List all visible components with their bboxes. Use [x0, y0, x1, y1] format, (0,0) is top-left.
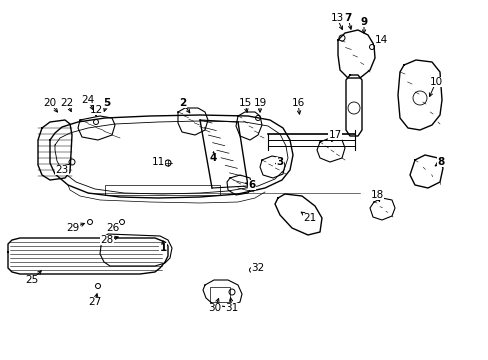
Text: 1: 1	[159, 243, 166, 253]
Text: 27: 27	[88, 297, 102, 307]
Bar	[209, 287, 229, 302]
Text: 18: 18	[369, 190, 383, 200]
Text: 19: 19	[253, 98, 266, 108]
Text: 6: 6	[248, 180, 255, 190]
Text: 28: 28	[100, 235, 113, 245]
Text: 20: 20	[43, 98, 57, 108]
Text: 4: 4	[209, 153, 216, 163]
Text: 2: 2	[179, 98, 186, 108]
Text: 22: 22	[60, 98, 74, 108]
Text: 8: 8	[436, 157, 444, 167]
Text: 16: 16	[291, 98, 304, 108]
Text: 10: 10	[428, 77, 442, 87]
Text: 26: 26	[106, 223, 120, 233]
Text: 7: 7	[344, 13, 351, 23]
Text: 3: 3	[276, 157, 283, 167]
Text: 31: 31	[225, 303, 238, 313]
Text: 11: 11	[151, 157, 164, 167]
Text: 15: 15	[238, 98, 251, 108]
Text: 12: 12	[89, 105, 102, 115]
Text: 29: 29	[66, 223, 80, 233]
Text: 23: 23	[55, 165, 68, 175]
Text: 24: 24	[81, 95, 95, 105]
Text: 17: 17	[328, 130, 341, 140]
Text: 9: 9	[360, 17, 367, 27]
Text: 21: 21	[303, 213, 316, 223]
Text: 14: 14	[374, 35, 387, 45]
Text: 5: 5	[103, 98, 110, 108]
Text: 13: 13	[330, 13, 343, 23]
Text: 32: 32	[251, 263, 264, 273]
Text: 25: 25	[25, 275, 39, 285]
Text: 30: 30	[208, 303, 221, 313]
